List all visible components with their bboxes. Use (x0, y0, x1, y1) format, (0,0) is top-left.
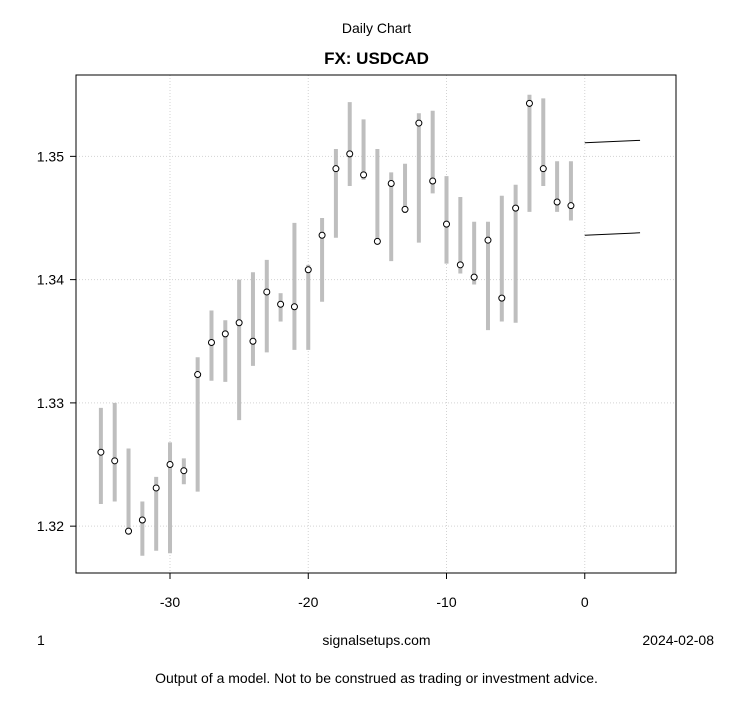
close-point (318, 231, 326, 239)
x-tick-label: -20 (298, 594, 318, 610)
disclaimer-text: Output of a model. Not to be construed a… (155, 670, 598, 686)
forecast-line (584, 139, 641, 144)
close-point (401, 205, 409, 213)
close-point (166, 461, 174, 469)
close-point (484, 236, 492, 244)
close-point (221, 330, 229, 338)
close-point (373, 237, 381, 245)
y-tick-label: 1.32 (37, 518, 64, 534)
forecast-lines (584, 139, 641, 236)
plot-frame (75, 74, 677, 574)
y-tick-label: 1.33 (37, 395, 64, 411)
close-point (207, 338, 215, 346)
close-point (415, 119, 423, 127)
close-point (429, 177, 437, 185)
x-tick-label: 0 (581, 594, 589, 610)
close-point (152, 484, 160, 492)
close-point (125, 527, 133, 535)
close-point (97, 448, 105, 456)
close-point (290, 303, 298, 311)
close-points (97, 99, 575, 535)
range-bars (98, 94, 573, 556)
close-point (180, 467, 188, 475)
close-point (249, 337, 257, 345)
close-point (235, 319, 243, 327)
footer-date: 2024-02-08 (642, 632, 714, 648)
x-tick-label: -10 (436, 594, 456, 610)
close-point (194, 371, 202, 379)
close-point (456, 261, 464, 269)
chart-subtitle: Daily Chart (341, 20, 412, 36)
y-tick-label: 1.35 (37, 148, 64, 164)
close-point (387, 179, 395, 187)
close-point (443, 220, 451, 228)
x-tick-label: -30 (160, 594, 180, 610)
close-point (470, 273, 478, 281)
close-point (277, 300, 285, 308)
footer-left-label: 1 (37, 632, 45, 648)
close-point (346, 150, 354, 158)
close-point (553, 198, 561, 206)
close-point (512, 204, 520, 212)
close-point (498, 294, 506, 302)
close-point (111, 457, 119, 465)
y-tick-label: 1.34 (37, 272, 64, 288)
close-point (138, 516, 146, 524)
close-point (332, 165, 340, 173)
close-point (304, 266, 312, 274)
forecast-line (584, 232, 641, 236)
axes: -30 -20 -10 0 1.32 1.33 1.34 1.35 (37, 148, 589, 610)
chart-title: FX: USDCAD (324, 49, 429, 68)
close-point (525, 99, 533, 107)
close-point (539, 165, 547, 173)
footer-source: signalsetups.com (322, 632, 431, 648)
close-point (567, 202, 575, 210)
close-point (360, 171, 368, 179)
close-point (263, 288, 271, 296)
